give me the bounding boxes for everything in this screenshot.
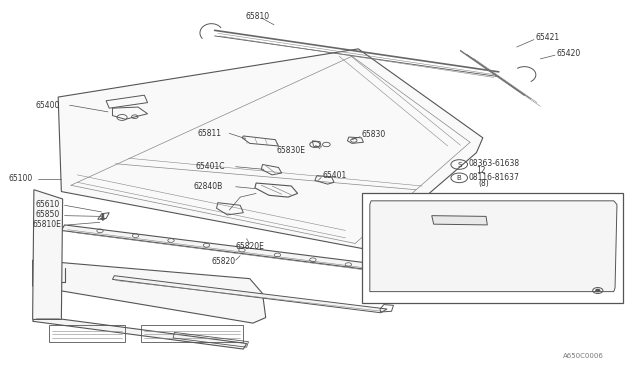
Text: 65400: 65400 [36, 101, 60, 110]
Polygon shape [33, 190, 63, 320]
Polygon shape [58, 49, 483, 249]
Text: 65811: 65811 [411, 221, 435, 230]
Polygon shape [33, 316, 246, 349]
Text: 65830: 65830 [362, 130, 386, 140]
Text: 62840B: 62840B [193, 182, 223, 191]
Polygon shape [113, 276, 387, 313]
Text: 65100: 65100 [8, 174, 33, 183]
Text: 65810E: 65810E [33, 221, 61, 230]
Bar [362, 193, 623, 303]
Text: 12: 12 [476, 166, 486, 174]
Text: 65811: 65811 [197, 129, 221, 138]
Text: 65822: 65822 [365, 280, 388, 289]
Text: 65420: 65420 [556, 49, 580, 58]
Text: 65401C: 65401C [195, 162, 225, 171]
Text: 08116-81637: 08116-81637 [468, 173, 520, 182]
Text: 65100: 65100 [396, 211, 420, 219]
Text: 65810: 65810 [245, 12, 269, 21]
Polygon shape [432, 216, 487, 225]
FancyArrow shape [100, 214, 106, 221]
Text: 65421: 65421 [536, 33, 560, 42]
Text: 66830B: 66830B [497, 282, 527, 291]
Text: 65850: 65850 [36, 211, 60, 219]
Text: 65810: 65810 [382, 199, 406, 208]
Polygon shape [61, 225, 389, 271]
Text: 08363-61638: 08363-61638 [468, 159, 520, 168]
Text: FROM JULY '81: FROM JULY '81 [437, 195, 491, 203]
Text: A650C0006: A650C0006 [563, 353, 604, 359]
Text: 65830E: 65830E [276, 145, 305, 154]
Polygon shape [370, 201, 617, 292]
Text: B: B [457, 175, 461, 181]
Text: S: S [457, 161, 461, 167]
Text: 65401: 65401 [323, 171, 347, 180]
Text: 65820E: 65820E [236, 241, 264, 250]
Text: 65820: 65820 [211, 257, 236, 266]
Text: 65610: 65610 [36, 200, 60, 209]
Text: (8): (8) [478, 179, 489, 187]
Circle shape [596, 289, 600, 292]
Polygon shape [33, 260, 266, 323]
